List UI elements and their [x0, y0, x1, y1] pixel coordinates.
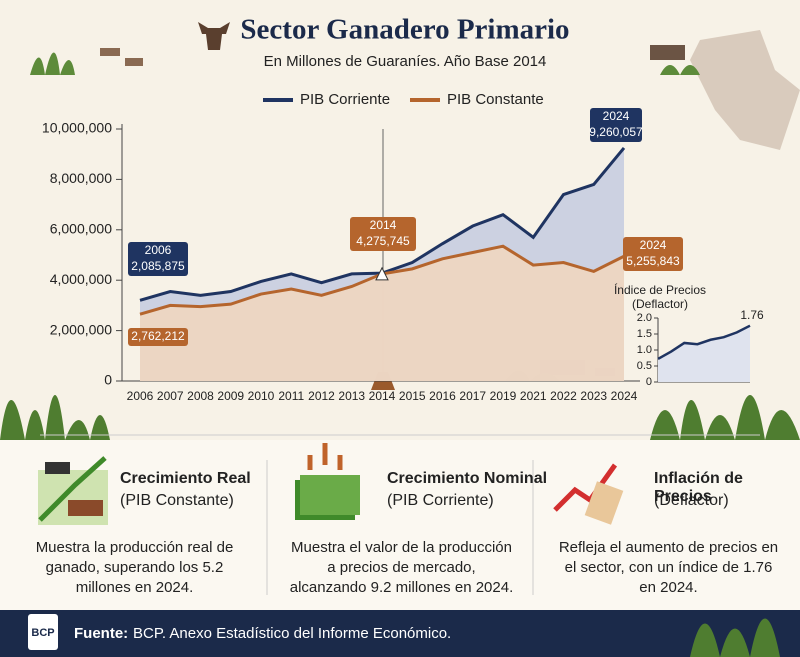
x-tick-label: 2021 [520, 389, 547, 403]
y-tick-label: 8,000,000 [50, 170, 112, 186]
grass [30, 52, 150, 75]
icon-nominal [295, 443, 360, 520]
x-tick-label: 2019 [490, 389, 517, 403]
legend-label: PIB Constante [447, 91, 544, 108]
panel-body: Muestra la producción real de ganado, su… [35, 539, 234, 596]
annotation-text: 2,762,212 [131, 329, 185, 343]
x-tick-label: 2009 [217, 389, 244, 403]
inset-y-tick-label: 0 [646, 376, 652, 388]
annotation-box [350, 217, 416, 251]
grass [620, 65, 700, 75]
cattle [650, 45, 685, 60]
x-tick-label: 2015 [399, 389, 426, 403]
legend-label: PIB Corriente [300, 91, 390, 108]
panel-title: Crecimiento Nominal [387, 470, 548, 487]
subtitle: En Millones de Guaraníes. Año Base 2014 [264, 53, 547, 70]
panel-title: Inflación de Precios [654, 470, 743, 505]
x-tick-label: 2016 [429, 389, 456, 403]
x-tick-label: 2014 [369, 389, 396, 403]
annotation-title: 2014 [370, 218, 397, 232]
grass [650, 395, 800, 440]
x-tick-label: 2012 [308, 389, 335, 403]
inset-line [657, 324, 751, 361]
panel-subtitle: (PIB Corriente) [387, 492, 494, 509]
inset-y-tick-label: 1.0 [637, 344, 652, 356]
annotation-text: 2,085,875 [131, 259, 185, 273]
x-tick-label: 2013 [338, 389, 365, 403]
annotation-text: 4,275,745 [356, 234, 410, 248]
x-tick-label: 2006 [127, 389, 154, 403]
annotation-title: 2006 [145, 243, 172, 257]
y-tick-label: 4,000,000 [50, 271, 112, 287]
map-shape [690, 30, 800, 150]
footer-icon-text: BCP [31, 627, 54, 639]
x-tick-label: 2017 [459, 389, 486, 403]
inset-area [658, 325, 750, 382]
y-tick-label: 6,000,000 [50, 221, 112, 237]
annotation-text: 9,260,057 [589, 125, 643, 139]
panel-title: Crecimiento Real [120, 470, 251, 487]
y-tick-label: 2,000,000 [50, 321, 112, 337]
footer-label: Fuente: [74, 625, 128, 642]
inset-y-tick-label: 2.0 [637, 312, 652, 324]
cattle [100, 48, 143, 66]
annotation-text: 5,255,843 [626, 254, 680, 268]
panel-bg [0, 440, 800, 610]
annotation-title: 2024 [640, 238, 667, 252]
grass [690, 618, 800, 657]
x-tick-label: 2010 [248, 389, 275, 403]
x-tick-label: 2011 [278, 389, 304, 403]
annotation-box [128, 328, 188, 346]
title: Sector Ganadero Primario [240, 14, 569, 46]
grass [0, 395, 110, 440]
y-tick-label: 10,000,000 [42, 120, 112, 136]
inset-y-tick-label: 1.5 [637, 328, 652, 340]
panel-subtitle: (PIB Constante) [120, 492, 234, 509]
footer-bar [0, 610, 800, 657]
x-tick-label: 2022 [550, 389, 577, 403]
annotation-box [590, 108, 642, 142]
annotation-box [623, 237, 683, 271]
x-tick-label: 2023 [580, 389, 607, 403]
annotation-title: 2024 [603, 109, 630, 123]
annotation-box [128, 242, 188, 276]
inset-y-tick-label: 0.5 [637, 360, 652, 372]
panel-body: Refleja el aumento de precios en el sect… [558, 539, 779, 596]
cow-head-icon [198, 22, 230, 50]
inset-value-label: 1.76 [740, 308, 764, 322]
doc-icon [28, 614, 58, 650]
x-tick-label: 2007 [157, 389, 184, 403]
x-tick-label: 2024 [611, 389, 638, 403]
marker-triangle [375, 266, 389, 281]
panel-subtitle: (Deflactor) [654, 492, 729, 509]
area [140, 246, 624, 381]
x-tick-label: 2008 [187, 389, 214, 403]
icon-real [38, 456, 108, 525]
panel-body: Muestra el valor de la producción a prec… [289, 539, 514, 596]
inset-title: Índice de Precios (Deflactor) [613, 283, 707, 311]
y-tick-label: 0 [104, 372, 112, 388]
icon-inflation [553, 463, 624, 525]
footer-text: BCP. Anexo Estadístico del Informe Econó… [133, 625, 451, 642]
